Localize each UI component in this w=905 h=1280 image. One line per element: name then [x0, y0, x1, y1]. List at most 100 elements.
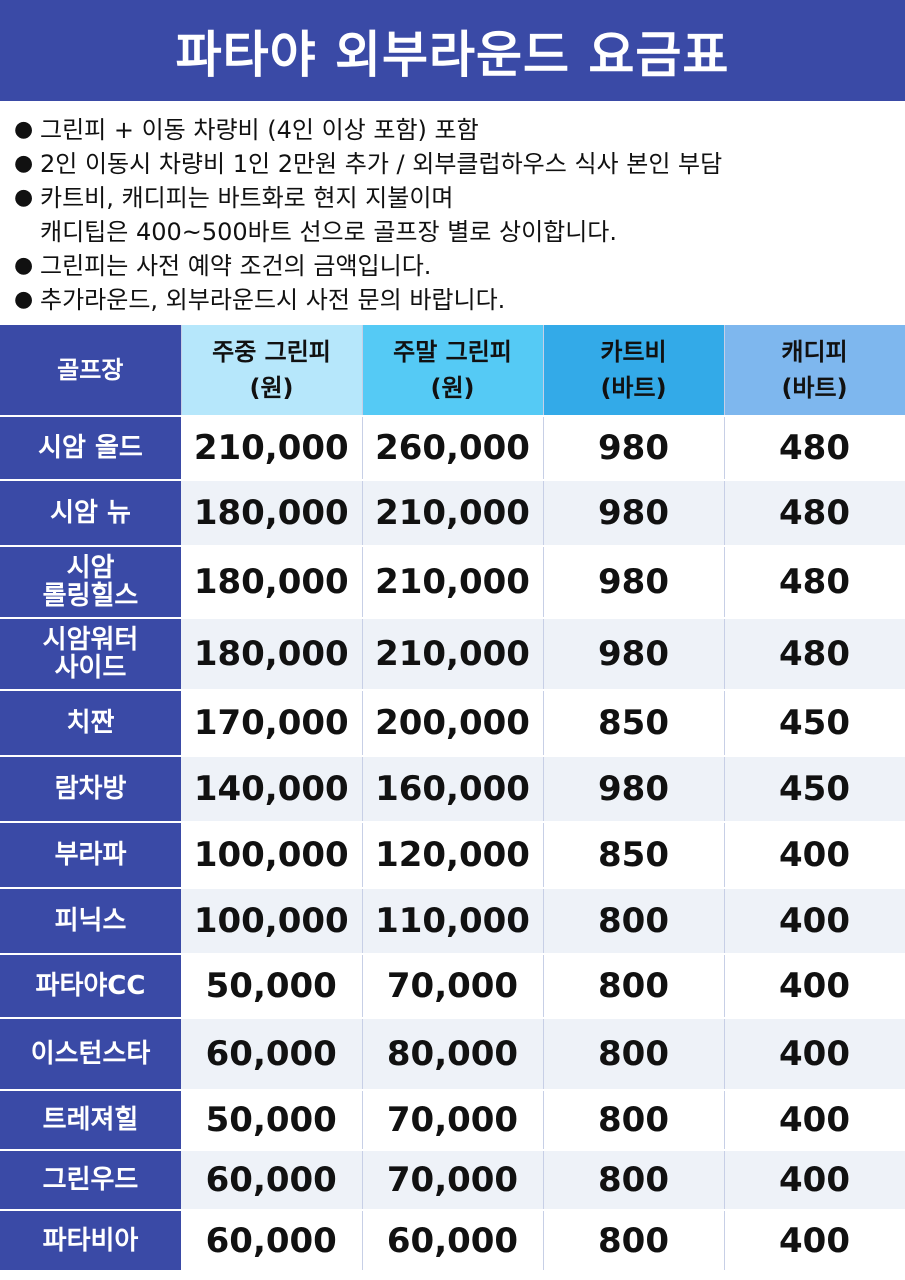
- bullet-icon: ●: [14, 151, 34, 176]
- caddie-fee: 400: [724, 887, 905, 954]
- caddie-fee: 480: [724, 545, 905, 618]
- golf-course-name-line: 부라파: [54, 840, 127, 870]
- note-text: 카트비, 캐디피는 바트화로 현지 지불이며: [40, 184, 454, 212]
- cart-fee: 980: [543, 755, 725, 822]
- caddie-fee: 400: [724, 1149, 905, 1210]
- weekend-green-fee: 80,000: [362, 1017, 544, 1090]
- table-row: 치짠 170,000 200,000 850 450: [0, 689, 905, 756]
- header-weekend-green-fee: 주말 그린피 (원): [362, 325, 544, 416]
- golf-course-name-line: 람차방: [54, 774, 127, 804]
- golf-course-name: 시암 롤링힐스: [0, 545, 181, 618]
- header-label: 캐디피: [781, 338, 848, 366]
- weekend-green-fee: 70,000: [362, 953, 544, 1018]
- weekend-green-fee: 210,000: [362, 545, 544, 618]
- bullet-icon: ●: [14, 287, 34, 312]
- weekday-green-fee: 50,000: [181, 953, 363, 1018]
- table-row: 부라파 100,000 120,000 850 400: [0, 821, 905, 888]
- weekend-green-fee: 120,000: [362, 821, 544, 888]
- golf-course-name: 트레져힐: [0, 1089, 181, 1150]
- caddie-fee: 400: [724, 821, 905, 888]
- fee-table: 골프장 주중 그린피 (원) 주말 그린피 (원) 카트비 (바트) 캐디피 (바트) 시암 올…: [0, 325, 905, 1270]
- caddie-fee: 400: [724, 1017, 905, 1090]
- header-weekday-green-fee: 주중 그린피 (원): [181, 325, 363, 416]
- weekday-green-fee: 210,000: [181, 415, 363, 480]
- note-item: ● 그린피 + 이동 차량비 (4인 이상 포함) 포함: [14, 113, 905, 147]
- header-caddie-fee: 캐디피 (바트): [724, 325, 905, 416]
- caddie-fee: 450: [724, 689, 905, 756]
- cart-fee: 980: [543, 545, 725, 618]
- weekday-green-fee: 170,000: [181, 689, 363, 756]
- weekday-green-fee: 50,000: [181, 1089, 363, 1150]
- cart-fee: 980: [543, 479, 725, 546]
- caddie-fee: 400: [724, 1089, 905, 1150]
- note-text: 그린피는 사전 예약 조건의 금액입니다.: [40, 252, 432, 280]
- header-label: 주말 그린피: [393, 338, 512, 366]
- weekday-green-fee: 180,000: [181, 479, 363, 546]
- weekday-green-fee: 100,000: [181, 821, 363, 888]
- note-item: ● 추가라운드, 외부라운드시 사전 문의 바랍니다.: [14, 283, 905, 317]
- cart-fee: 850: [543, 821, 725, 888]
- table-header-row: 골프장 주중 그린피 (원) 주말 그린피 (원) 카트비 (바트) 캐디피 (바트): [0, 325, 905, 416]
- cart-fee: 980: [543, 415, 725, 480]
- weekday-green-fee: 60,000: [181, 1149, 363, 1210]
- golf-course-name-line: 시암 뉴: [50, 498, 131, 528]
- golf-course-name-line: 시암: [66, 553, 115, 583]
- header-golf-course: 골프장: [0, 325, 182, 416]
- page-title: 파타야 외부라운드 요금표: [0, 0, 905, 101]
- weekend-green-fee: 60,000: [362, 1209, 544, 1270]
- golf-course-name: 람차방: [0, 755, 181, 822]
- note-text: 캐디팁은 400~500바트 선으로 골프장 별로 상이합니다.: [40, 218, 618, 246]
- caddie-fee: 480: [724, 479, 905, 546]
- table-row: 람차방 140,000 160,000 980 450: [0, 755, 905, 822]
- bullet-icon: ●: [14, 185, 34, 210]
- cart-fee: 850: [543, 689, 725, 756]
- weekday-green-fee: 100,000: [181, 887, 363, 954]
- golf-course-name-line: 사이드: [54, 653, 127, 683]
- weekday-green-fee: 180,000: [181, 545, 363, 618]
- table-row: 파타비아 60,000 60,000 800 400: [0, 1209, 905, 1270]
- header-label: 주중 그린피: [212, 338, 331, 366]
- caddie-fee: 400: [724, 1209, 905, 1270]
- table-row: 이스턴스타 60,000 80,000 800 400: [0, 1017, 905, 1090]
- weekend-green-fee: 200,000: [362, 689, 544, 756]
- header-label: (바트): [600, 374, 667, 402]
- header-label: (바트): [781, 374, 848, 402]
- golf-course-name: 시암 뉴: [0, 479, 181, 546]
- golf-course-name-line: 시암워터: [42, 625, 139, 655]
- weekday-green-fee: 140,000: [181, 755, 363, 822]
- golf-course-name: 그린우드: [0, 1149, 181, 1210]
- note-item: ● 2인 이동시 차량비 1인 2만원 추가 / 외부클럽하우스 식사 본인 부담: [14, 147, 905, 181]
- cart-fee: 980: [543, 617, 725, 690]
- table-row: 시암 뉴 180,000 210,000 980 480: [0, 479, 905, 546]
- golf-course-name: 파타비아: [0, 1209, 181, 1270]
- golf-course-name-line: 치짠: [66, 708, 115, 738]
- caddie-fee: 480: [724, 415, 905, 480]
- golf-course-name-line: 파타비아: [42, 1225, 139, 1256]
- header-label: (원): [249, 374, 294, 402]
- note-text: 2인 이동시 차량비 1인 2만원 추가 / 외부클럽하우스 식사 본인 부담: [40, 150, 723, 178]
- golf-course-name: 파타야CC: [0, 953, 181, 1018]
- bullet-icon: ●: [14, 117, 34, 142]
- note-text: 그린피 + 이동 차량비 (4인 이상 포함) 포함: [40, 116, 479, 144]
- weekend-green-fee: 110,000: [362, 887, 544, 954]
- golf-course-name-line: 시암 올드: [38, 433, 143, 463]
- weekend-green-fee: 70,000: [362, 1089, 544, 1150]
- table-row: 시암 올드 210,000 260,000 980 480: [0, 415, 905, 480]
- weekend-green-fee: 210,000: [362, 479, 544, 546]
- cart-fee: 800: [543, 887, 725, 954]
- cart-fee: 800: [543, 1089, 725, 1150]
- golf-course-name-line: 그린우드: [42, 1165, 139, 1195]
- golf-course-name-line: 이스턴스타: [30, 1039, 151, 1069]
- weekend-green-fee: 70,000: [362, 1149, 544, 1210]
- weekday-green-fee: 60,000: [181, 1017, 363, 1090]
- golf-course-name: 시암 올드: [0, 415, 181, 480]
- caddie-fee: 480: [724, 617, 905, 690]
- golf-course-name-line: 롤링힐스: [42, 581, 139, 611]
- cart-fee: 800: [543, 953, 725, 1018]
- table-row: 피닉스 100,000 110,000 800 400: [0, 887, 905, 954]
- bullet-icon: ●: [14, 253, 34, 278]
- header-label: 골프장: [57, 356, 124, 384]
- golf-course-name: 치짠: [0, 689, 181, 756]
- golf-course-name: 피닉스: [0, 887, 181, 954]
